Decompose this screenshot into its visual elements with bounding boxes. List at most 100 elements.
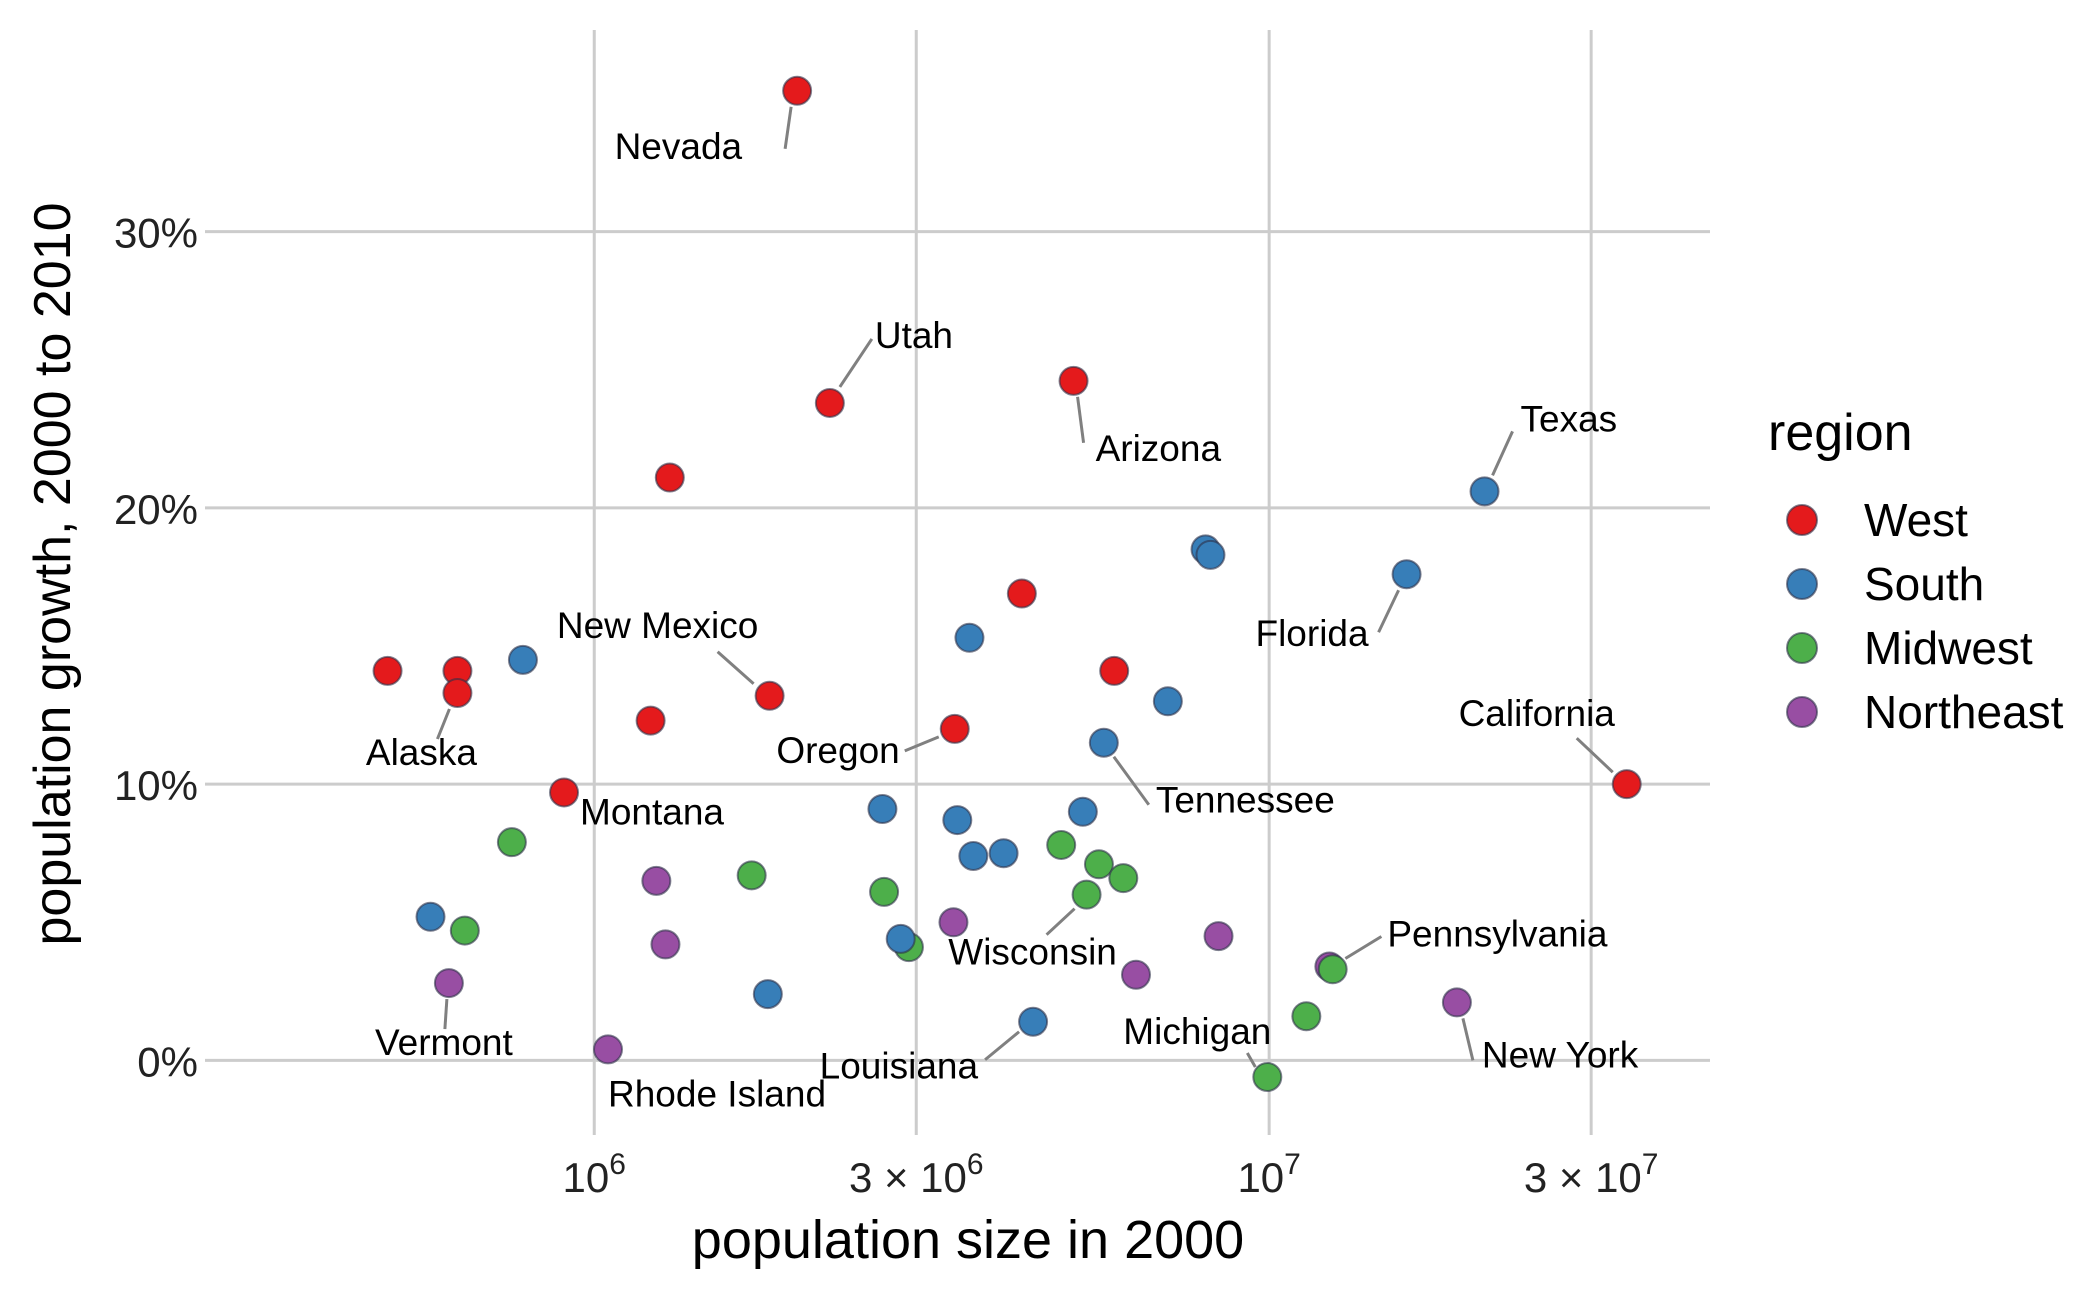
legend-key-northeast [1786,696,1818,728]
label-florida: Florida [1255,613,1369,654]
point-south [1152,686,1183,717]
leader-nevada [783,106,793,149]
point-midwest [869,876,900,907]
leader-pennsylvania [1344,935,1383,960]
point-south [867,794,898,825]
point-california [1611,769,1642,800]
point-northeast [641,865,672,896]
label-oregon: Oregon [776,730,899,771]
leader-michigan [1246,1052,1257,1068]
point-vermont [433,968,464,999]
point-texas [1469,476,1500,507]
x-tick-label: 3 × 106 [849,1148,984,1201]
point-labels: Nevada Utah Arizona Texas Florida New Mexico A… [366,126,1639,1115]
point-northeast [650,929,681,960]
point-wisconsin [1071,879,1102,910]
leader-tennessee [1112,755,1151,806]
leader-oregon [904,735,940,753]
y-tick-label: 10% [114,762,198,809]
leader-louisiana [984,1030,1021,1061]
label-nevada: Nevada [615,126,743,167]
y-tick-label: 20% [114,486,198,533]
data-points [372,75,1642,1092]
y-axis-ticks: 0% 10% 20% 30% [114,210,198,1086]
point-tennessee [1088,727,1119,758]
point-west [1099,655,1130,686]
point-arizona [1058,365,1089,396]
label-vermont: Vermont [375,1022,514,1063]
point-northeast [938,907,969,938]
point-new-mexico [754,680,785,711]
legend-label-south: South [1864,558,1984,610]
label-texas: Texas [1521,398,1618,439]
leader-florida [1377,589,1400,633]
point-south [507,644,538,675]
x-tick-label: 106 [563,1148,626,1201]
point-south [415,901,446,932]
x-axis-ticks: 106 3 × 106 107 3 × 107 [563,1148,1659,1201]
point-south [885,923,916,954]
legend-label-west: West [1864,494,1968,546]
point-michigan [1252,1061,1283,1092]
label-wisconsin: Wisconsin [948,932,1117,973]
legend-key-west [1786,504,1818,536]
point-oregon [939,713,970,744]
leader-alaska [436,708,451,740]
x-tick-label: 3 × 107 [1524,1148,1659,1201]
leader-wisconsin [1045,907,1076,936]
point-west [654,462,685,493]
point-west [1006,578,1037,609]
legend-label-northeast: Northeast [1864,686,2064,738]
point-south [958,840,989,871]
y-axis-title: population growth, 2000 to 2010 [24,202,82,945]
leader-new-york [1461,1018,1475,1061]
point-south [988,838,1019,869]
leader-texas [1491,430,1514,476]
legend-label-midwest: Midwest [1864,622,2033,674]
point-midwest [1108,863,1139,894]
label-rhode-island: Rhode Island [608,1073,826,1114]
point-west [635,705,666,736]
point-northeast [1120,959,1151,990]
gridlines [205,30,1710,1135]
y-tick-label: 0% [137,1038,198,1085]
label-alaska: Alaska [366,732,477,773]
label-utah: Utah [875,315,953,356]
label-montana: Montana [580,791,724,832]
point-louisiana [1018,1006,1049,1037]
leader-california [1575,737,1614,774]
leader-vermont [443,998,449,1030]
leader-new-mexico [716,650,755,685]
point-south [752,979,783,1010]
point-midwest [1317,954,1348,985]
point-midwest [1046,829,1077,860]
point-midwest [736,860,767,891]
point-alaska [442,678,473,708]
legend-key-midwest [1786,632,1818,664]
legend: region West South Midwest Northeast [1768,404,2064,738]
label-new-mexico: New Mexico [557,605,759,646]
legend-title: region [1768,404,1913,462]
label-louisiana: Louisiana [820,1046,979,1087]
point-south [942,805,973,836]
point-midwest [496,827,527,858]
point-south [1195,539,1226,570]
x-tick-label: 107 [1237,1148,1300,1201]
point-new-york [1441,987,1472,1018]
label-arizona: Arizona [1096,428,1222,469]
point-west [372,655,403,686]
y-tick-label: 30% [114,210,198,257]
point-south [1067,796,1098,827]
label-leader-lines [436,106,1614,1068]
leader-utah [838,338,874,388]
point-northeast [1203,921,1234,952]
label-california: California [1459,693,1616,734]
leader-arizona [1076,396,1086,444]
x-axis-title: population size in 2000 [692,1210,1244,1270]
point-rhode-island [592,1034,623,1065]
label-michigan: Michigan [1123,1011,1271,1052]
point-midwest [1083,849,1114,880]
point-south [954,622,985,653]
point-utah [814,387,845,418]
